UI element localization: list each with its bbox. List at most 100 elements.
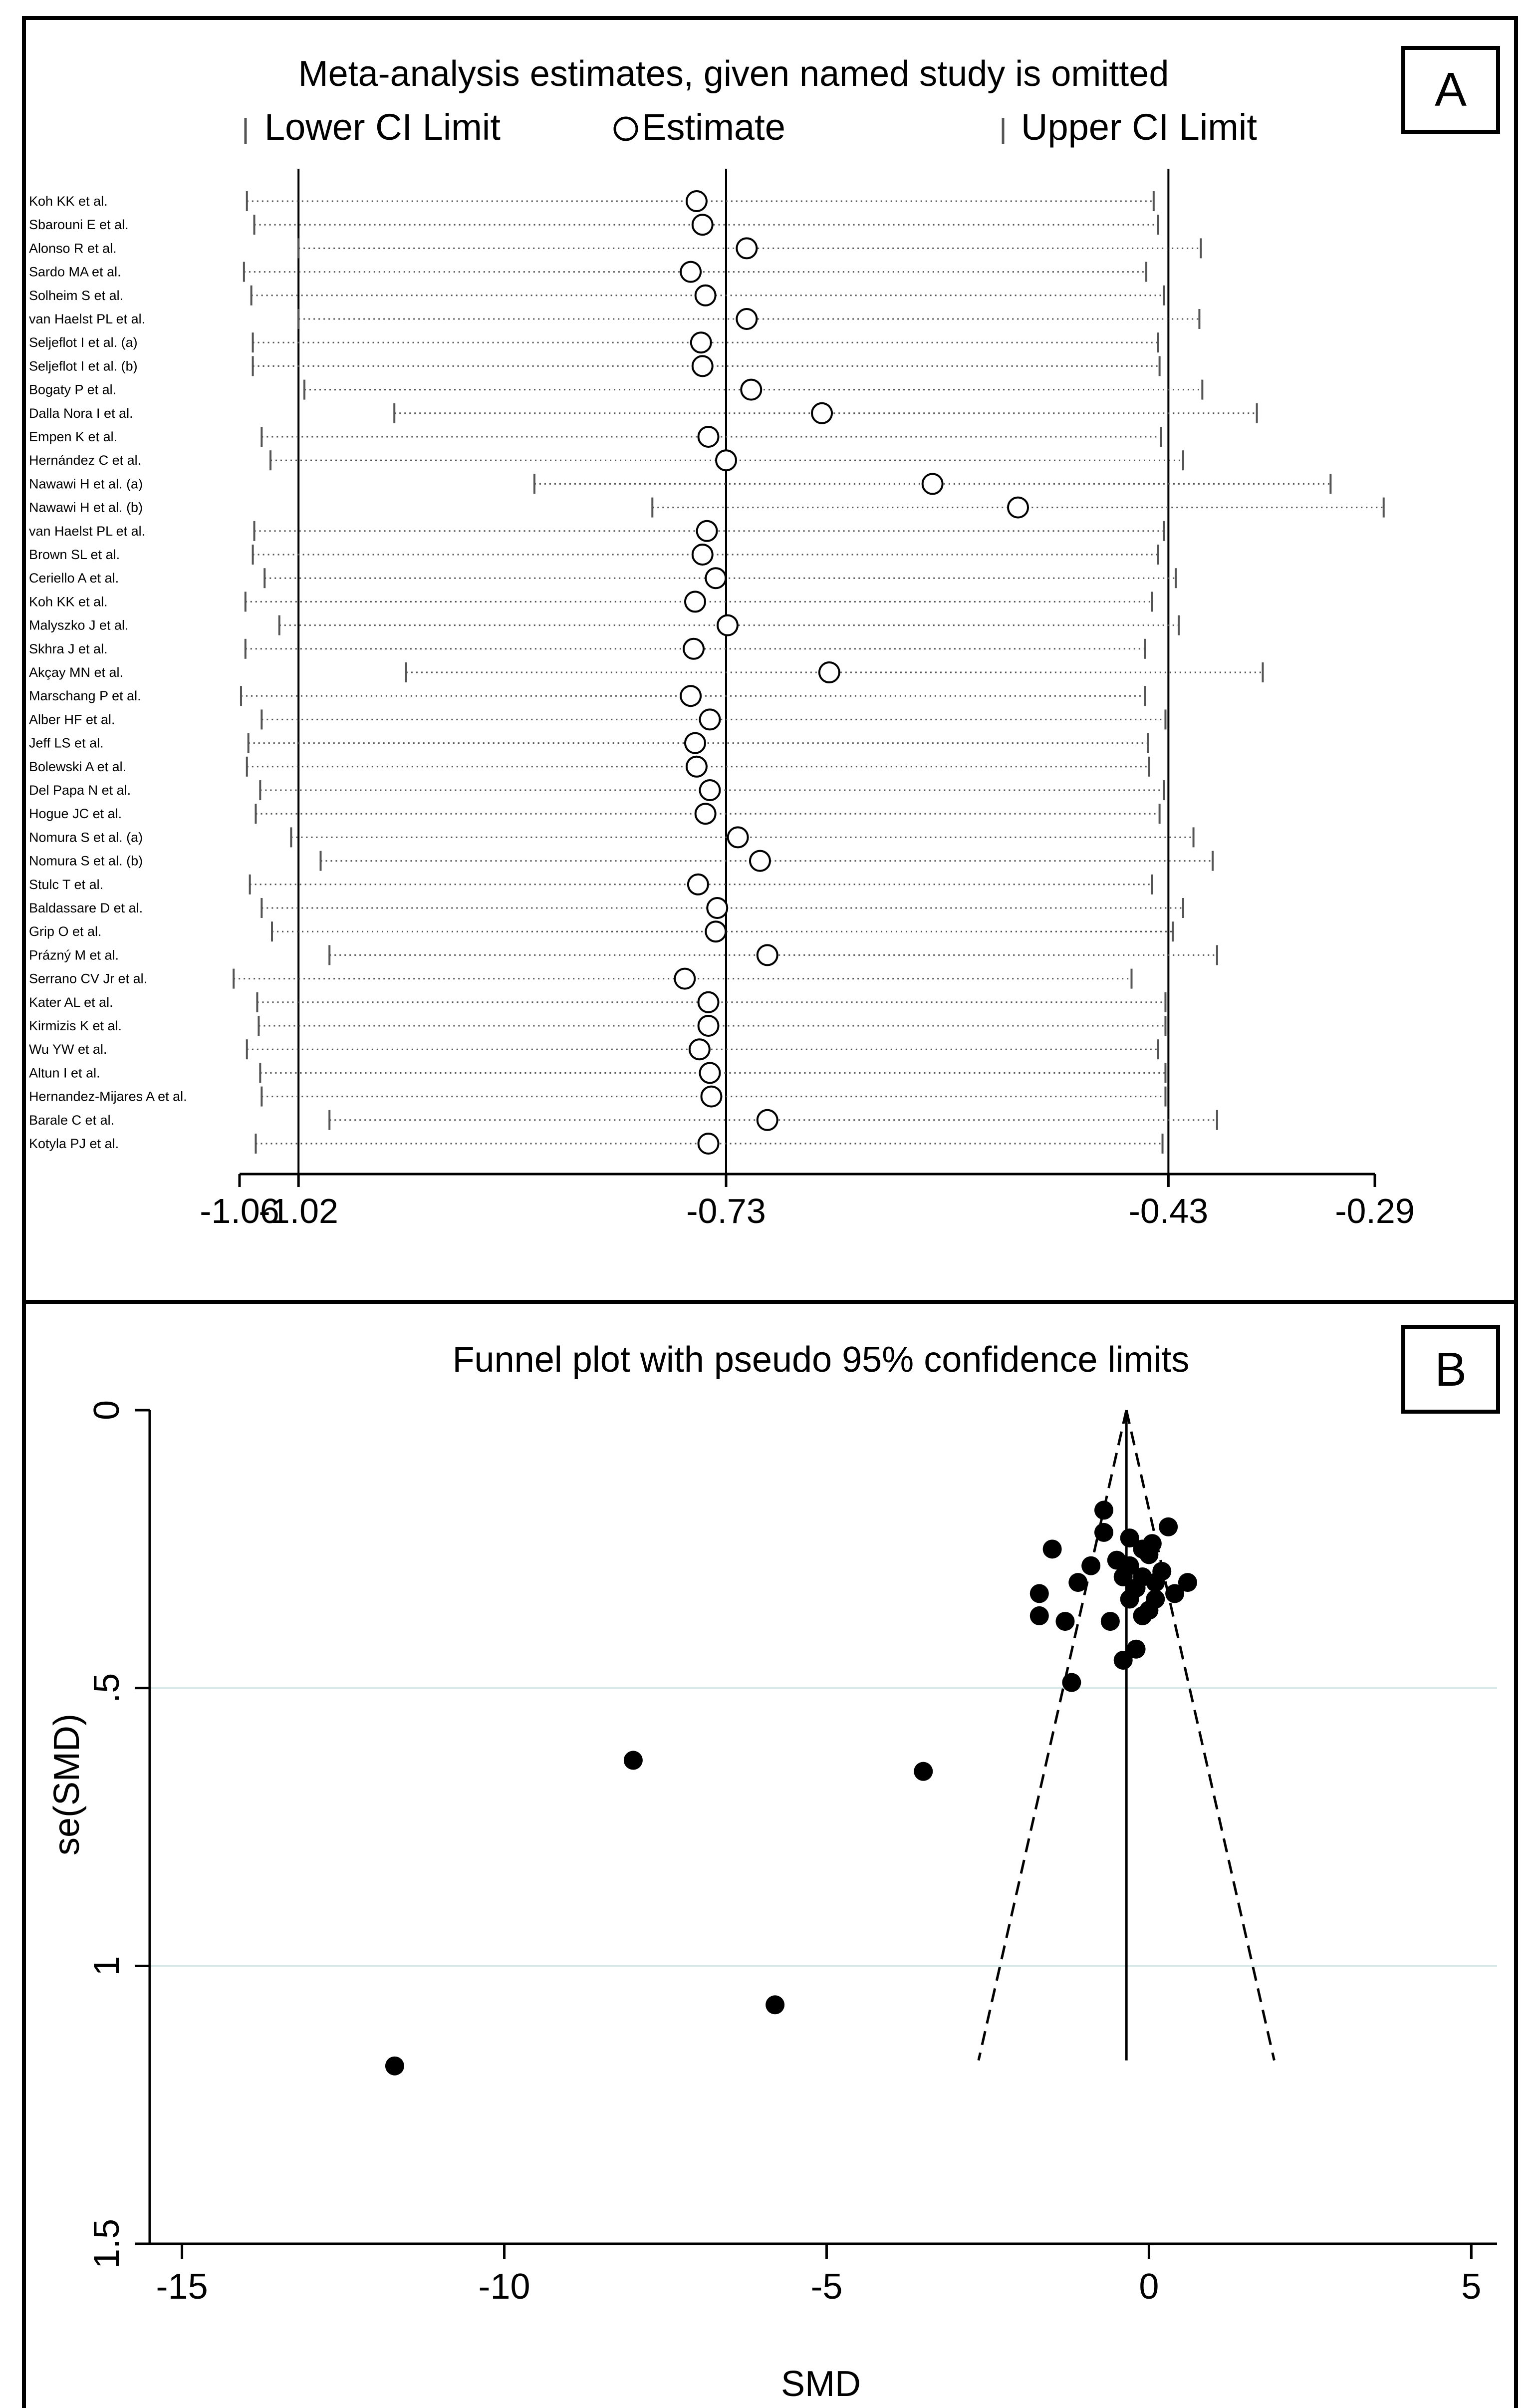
study-point bbox=[1165, 1584, 1185, 1603]
estimate-marker bbox=[699, 708, 721, 731]
study-point bbox=[385, 2056, 404, 2076]
estimate-marker bbox=[688, 1038, 711, 1061]
panel-b-frame bbox=[22, 1300, 1518, 2408]
study-label: Malyszko J et al. bbox=[29, 618, 129, 633]
estimate-marker bbox=[756, 1109, 778, 1131]
x-tick-label: -0.73 bbox=[686, 1192, 766, 1230]
study-label: Seljeflot I et al. (b) bbox=[29, 358, 138, 373]
study-point bbox=[1146, 1573, 1165, 1592]
estimate-marker bbox=[680, 261, 702, 283]
study-label: Bogaty P et al. bbox=[29, 382, 116, 397]
legend-upper-label: Upper CI Limit bbox=[1021, 106, 1257, 148]
study-label: Ceriello A et al. bbox=[29, 571, 119, 586]
estimate-marker bbox=[716, 614, 739, 636]
study-point bbox=[1055, 1612, 1075, 1631]
study-label: Skhra J et al. bbox=[29, 641, 108, 656]
study-label: Jeff LS et al. bbox=[29, 736, 104, 751]
estimate-marker bbox=[736, 308, 758, 330]
funnel-y-tick-label: 1 bbox=[87, 1956, 127, 1976]
estimate-marker bbox=[684, 591, 706, 613]
estimate-marker bbox=[687, 873, 709, 896]
study-label: van Haelst PL et al. bbox=[29, 311, 145, 326]
panel-a-label: A bbox=[1435, 63, 1467, 116]
study-point bbox=[1113, 1651, 1133, 1670]
x-tick-label: -1.06 bbox=[200, 1192, 279, 1230]
legend-estimate-label: Estimate bbox=[642, 106, 785, 148]
x-tick-label: -1.02 bbox=[258, 1192, 338, 1230]
estimate-marker bbox=[691, 214, 714, 236]
study-point bbox=[766, 1995, 785, 2015]
estimate-marker bbox=[818, 661, 840, 683]
estimate-marker bbox=[1007, 496, 1029, 519]
study-point bbox=[1133, 1606, 1152, 1625]
study-point bbox=[1029, 1584, 1049, 1603]
estimate-marker bbox=[736, 237, 758, 260]
study-label: Alonso R et al. bbox=[29, 241, 117, 256]
study-point bbox=[1100, 1612, 1120, 1631]
funnel-x-tick-label: 0 bbox=[1139, 2267, 1159, 2307]
study-label: van Haelst PL et al. bbox=[29, 524, 145, 539]
study-label: Akçay MN et al. bbox=[29, 665, 123, 680]
estimate-marker bbox=[683, 637, 705, 660]
estimate-marker bbox=[694, 803, 717, 825]
estimate-marker bbox=[690, 331, 712, 354]
study-label: Del Papa N et al. bbox=[29, 783, 131, 798]
estimate-marker bbox=[685, 190, 708, 212]
study-label: Solheim S et al. bbox=[29, 288, 123, 303]
study-point bbox=[1120, 1528, 1139, 1548]
legend-lower-label: Lower CI Limit bbox=[264, 106, 501, 148]
study-point bbox=[1094, 1522, 1113, 1542]
study-label: Empen K et al. bbox=[29, 429, 117, 444]
study-point bbox=[1142, 1534, 1162, 1553]
funnel-x-tick-label: -15 bbox=[156, 2267, 208, 2307]
estimate-marker bbox=[694, 284, 717, 306]
funnel-x-tick-label: 5 bbox=[1461, 2267, 1481, 2307]
study-label: Nomura S et al. (b) bbox=[29, 854, 143, 869]
study-point bbox=[1081, 1556, 1101, 1575]
study-label: Hernandez-Mijares A et al. bbox=[29, 1089, 187, 1104]
study-label: Marschang P et al. bbox=[29, 688, 141, 703]
estimate-marker bbox=[811, 402, 833, 424]
study-point bbox=[1062, 1673, 1081, 1692]
study-label: Grip O et al. bbox=[29, 924, 102, 939]
panel-a-label-box bbox=[1401, 46, 1500, 134]
study-label: Bolewski A et al. bbox=[29, 759, 126, 774]
study-label: Kotyla PJ et al. bbox=[29, 1136, 119, 1151]
study-label: Hogue JC et al. bbox=[29, 806, 122, 821]
study-label: Alber HF et al. bbox=[29, 712, 115, 727]
funnel-x-axis-title: SMD bbox=[781, 2364, 861, 2404]
estimate-marker bbox=[697, 1133, 720, 1155]
study-label: Nomura S et al. (a) bbox=[29, 830, 143, 845]
estimate-marker bbox=[697, 991, 720, 1013]
estimate-marker bbox=[727, 826, 749, 849]
legend: Lower CI Limit Estimate Upper CI Limit bbox=[244, 106, 1257, 148]
study-point bbox=[623, 1751, 643, 1770]
study-label: Sardo MA et al. bbox=[29, 265, 121, 280]
study-label: Stulc T et al. bbox=[29, 877, 103, 892]
sensitivity-plot-area: -1.06-1.02 -0.73 -0.43 -0.29 Koh KK et al. Sb… bbox=[29, 169, 1415, 1230]
estimate-marker bbox=[705, 920, 727, 943]
estimate-marker bbox=[699, 1062, 721, 1084]
study-label: Altun I et al. bbox=[29, 1065, 100, 1080]
estimate-marker bbox=[705, 567, 727, 590]
funnel-y-tick-label: 0 bbox=[87, 1400, 127, 1420]
study-label: Dalla Nora I et al. bbox=[29, 406, 133, 421]
estimate-marker bbox=[706, 897, 729, 919]
panel-b-title: Funnel plot with pseudo 95% confidence l… bbox=[453, 1340, 1190, 1380]
study-point bbox=[1029, 1606, 1049, 1625]
study-point bbox=[1113, 1567, 1133, 1586]
x-tick-label: -0.29 bbox=[1335, 1192, 1415, 1230]
study-label: Sbarouni E et al. bbox=[29, 217, 129, 232]
estimate-marker bbox=[684, 732, 706, 754]
estimate-marker bbox=[699, 779, 721, 801]
estimate-marker bbox=[696, 520, 718, 542]
estimate-marker bbox=[697, 1015, 720, 1037]
study-label: Nawawi H et al. (b) bbox=[29, 500, 143, 515]
study-label: Barale C et al. bbox=[29, 1113, 114, 1128]
study-label: Koh KK et al. bbox=[29, 594, 108, 609]
estimate-marker bbox=[700, 1085, 723, 1108]
funnel-x-tick-label: -10 bbox=[478, 2267, 530, 2307]
estimate-marker bbox=[921, 473, 944, 495]
